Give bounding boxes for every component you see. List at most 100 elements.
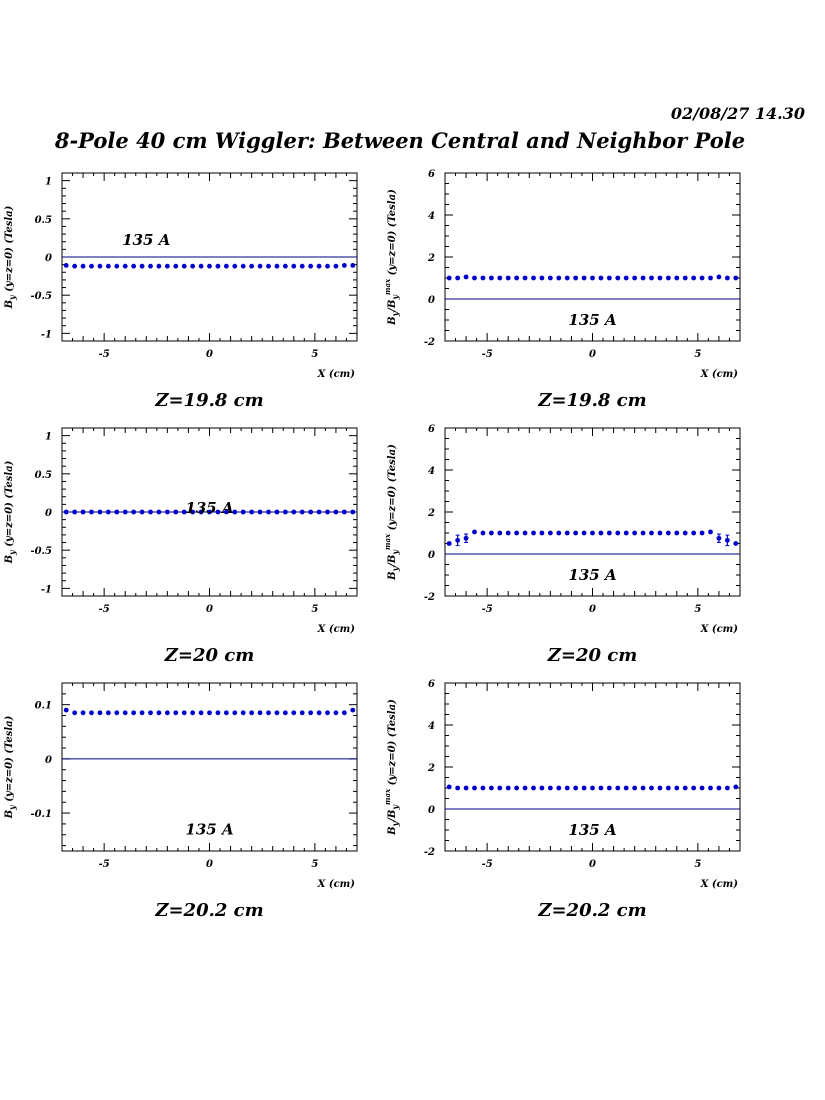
data-point xyxy=(240,509,246,515)
data-point xyxy=(333,710,339,716)
data-point xyxy=(531,530,536,536)
data-point xyxy=(522,275,528,281)
data-point xyxy=(131,710,137,716)
x-axis-label: X (cm) xyxy=(317,624,356,635)
y-tick-label: -2 xyxy=(424,337,435,348)
data-point xyxy=(455,537,461,543)
data-point xyxy=(573,530,579,536)
data-point xyxy=(497,275,503,281)
data-point xyxy=(640,275,646,281)
data-point xyxy=(556,530,562,536)
x-tick-label: 0 xyxy=(206,349,213,360)
data-point xyxy=(341,710,347,716)
data-point xyxy=(699,275,705,281)
data-point xyxy=(299,263,305,269)
data-point xyxy=(333,263,339,269)
chart-panel-2: -5 0 5 -2 0 2 4 6 X (cm) By/Bymax (y=z=0) (Tesla)… xyxy=(383,169,741,380)
data-point xyxy=(539,530,545,536)
data-point xyxy=(716,785,722,791)
x-axis-label: X (cm) xyxy=(317,369,356,380)
data-point xyxy=(350,509,356,515)
data-point xyxy=(674,785,680,791)
data-point xyxy=(122,263,128,269)
data-point xyxy=(232,509,238,515)
data-point xyxy=(581,275,587,281)
data-point xyxy=(632,275,638,281)
data-point xyxy=(623,785,629,791)
data-point xyxy=(598,530,604,536)
data-point xyxy=(350,707,356,713)
y-tick-label: 0.5 xyxy=(35,470,52,481)
x-axis-label: X (cm) xyxy=(317,879,356,890)
y-axis-label: By (y=z=0) (Tesla) xyxy=(4,460,17,564)
x-tick-label: 5 xyxy=(311,349,318,360)
data-point xyxy=(148,263,153,269)
data-point xyxy=(122,710,128,716)
y-tick-label: -1 xyxy=(41,584,52,595)
data-point xyxy=(514,785,520,791)
data-point xyxy=(564,275,570,281)
data-point xyxy=(257,710,263,716)
data-point xyxy=(472,529,477,535)
data-point xyxy=(131,509,137,515)
data-point xyxy=(325,710,330,716)
y-axis-label: By (y=z=0) (Tesla) xyxy=(4,205,17,309)
data-point xyxy=(89,263,94,269)
y-tick-label: 0 xyxy=(45,508,52,519)
y-axis-label: By/Bymax (y=z=0) (Tesla) xyxy=(383,444,400,581)
current-annotation: 135 A xyxy=(185,820,233,838)
data-point xyxy=(105,509,111,515)
data-point xyxy=(522,530,528,536)
data-point xyxy=(89,710,94,716)
data-point xyxy=(350,263,356,268)
z-position-label: Z=20 cm xyxy=(164,645,255,666)
data-point xyxy=(266,509,271,515)
data-point xyxy=(291,509,297,515)
data-point xyxy=(156,263,162,269)
data-point xyxy=(308,509,314,515)
data-point xyxy=(72,263,78,269)
data-point xyxy=(446,541,452,546)
y-tick-label: 0 xyxy=(428,550,435,561)
x-tick-label: -5 xyxy=(99,349,110,360)
y-tick-label: 0.1 xyxy=(35,701,52,712)
data-point xyxy=(505,530,511,536)
current-annotation: 135 A xyxy=(185,499,233,517)
data-point xyxy=(63,509,69,515)
data-point xyxy=(522,785,528,791)
data-point xyxy=(316,509,322,515)
y-tick-label: 6 xyxy=(428,424,435,435)
data-point xyxy=(148,509,153,515)
data-point xyxy=(308,263,314,269)
data-point xyxy=(316,263,322,269)
data-point xyxy=(257,263,263,269)
data-point xyxy=(148,710,153,716)
chart-panel-3: -5 0 5 -1 -0.5 0 0.5 1 X (cm) By (y=z=0) (Tesla) 1… xyxy=(4,427,358,635)
data-point xyxy=(691,275,697,281)
data-point xyxy=(139,509,145,515)
y-axis-label: By (y=z=0) (Tesla) xyxy=(4,715,17,819)
data-point xyxy=(590,785,595,791)
data-point xyxy=(249,710,255,716)
data-point xyxy=(514,275,520,281)
z-position-label: Z=20 cm xyxy=(547,645,638,666)
x-tick-label: -5 xyxy=(99,604,110,615)
data-point xyxy=(590,530,595,536)
data-point xyxy=(556,785,562,791)
data-point xyxy=(665,530,671,536)
data-point xyxy=(691,530,697,536)
data-point xyxy=(708,529,713,535)
data-point xyxy=(514,530,520,536)
y-tick-label: 0.5 xyxy=(35,215,52,226)
data-point xyxy=(581,530,587,536)
y-tick-label: 2 xyxy=(427,508,435,519)
data-point xyxy=(463,274,469,280)
data-point xyxy=(615,275,621,281)
data-point xyxy=(708,785,713,791)
data-point xyxy=(724,785,730,791)
data-point xyxy=(198,263,204,269)
x-tick-label: -5 xyxy=(482,859,493,870)
x-tick-label: 5 xyxy=(311,604,318,615)
data-point xyxy=(207,710,212,716)
data-point xyxy=(497,785,503,791)
